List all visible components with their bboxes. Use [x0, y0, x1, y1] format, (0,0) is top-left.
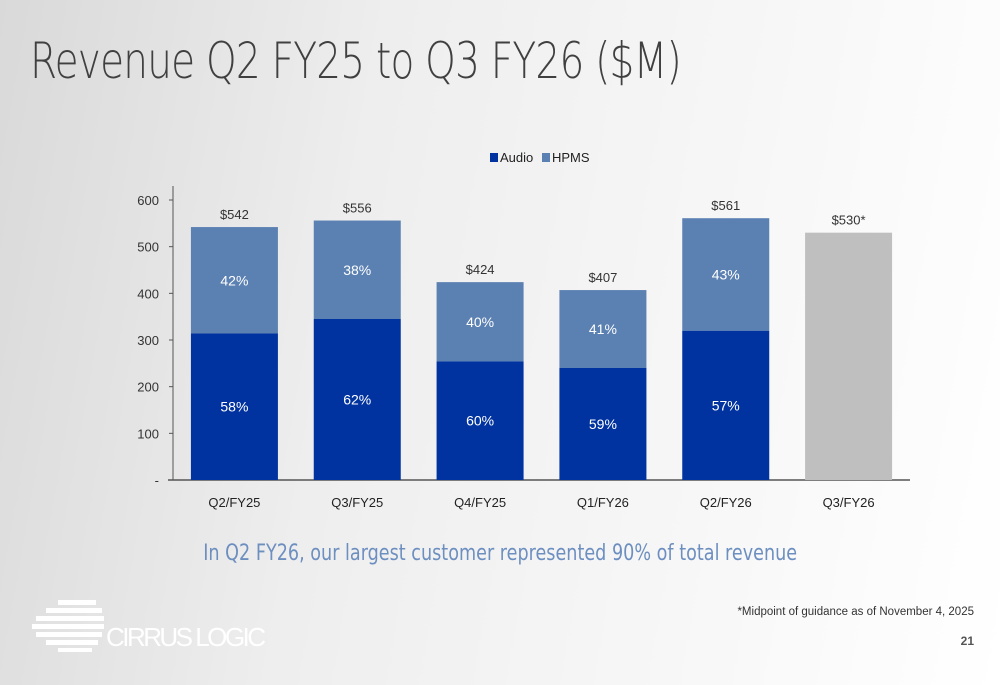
- total-label: $542: [220, 207, 249, 222]
- y-tick-label: -: [155, 473, 159, 488]
- x-tick-label: Q3/FY26: [823, 495, 875, 510]
- bar-audio: [559, 368, 647, 480]
- bar-segment-label: 57%: [712, 397, 740, 413]
- bar-audio: [190, 333, 278, 480]
- y-tick-label: 300: [137, 333, 159, 348]
- svg-text:CIRRUS LOGIC: CIRRUS LOGIC: [106, 622, 266, 652]
- bar-segment-label: 58%: [220, 399, 248, 415]
- bar-audio: [682, 330, 770, 480]
- bar-hpms: [436, 282, 524, 362]
- x-tick-label: Q4/FY25: [454, 495, 506, 510]
- bar-audio: [313, 319, 401, 480]
- subtitle-text: In Q2 FY26, our largest customer represe…: [203, 541, 797, 566]
- x-tick-label: Q3/FY25: [331, 495, 383, 510]
- bar-segment-label: 41%: [589, 321, 617, 337]
- total-label: $556: [343, 201, 372, 216]
- bar-hpms: [313, 220, 401, 319]
- legend-label-hpms: HPMS: [552, 150, 590, 165]
- total-label: $407: [588, 270, 617, 285]
- bar-hpms: [682, 218, 770, 331]
- page-title: Revenue Q2 FY25 to Q3 FY26 ($M): [30, 32, 682, 90]
- bar-segment-label: 40%: [466, 314, 494, 330]
- footnote: *Midpoint of guidance as of November 4, …: [737, 606, 974, 618]
- page-number: 21: [960, 634, 974, 648]
- bar-hpms: [559, 290, 647, 368]
- legend-label-audio: Audio: [500, 150, 533, 165]
- x-tick-label: Q2/FY26: [700, 495, 752, 510]
- total-label: $561: [711, 198, 740, 213]
- legend-swatch-audio: [490, 153, 498, 162]
- bar-segment-label: 62%: [343, 392, 371, 408]
- y-tick-label: 600: [137, 193, 159, 208]
- y-tick-label: 500: [137, 240, 159, 255]
- legend-swatch-hpms: [542, 153, 550, 162]
- y-tick-label: 100: [137, 426, 159, 441]
- total-label: $530*: [832, 213, 866, 228]
- revenue-chart: - 100 200 300 400 500 600 58% 42% $542 Q2/FY25 62% 3…: [137, 150, 910, 510]
- bar-segment-label: 60%: [466, 413, 494, 429]
- y-tick-label: 400: [137, 286, 159, 301]
- bar-segment-label: 38%: [343, 262, 371, 278]
- x-tick-label: Q1/FY26: [577, 495, 629, 510]
- bar-guidance: [805, 232, 893, 480]
- bar-segment-label: 59%: [589, 416, 617, 432]
- bar-segment-label: 42%: [220, 272, 248, 288]
- y-tick-label: 200: [137, 380, 159, 395]
- bar-audio: [436, 361, 524, 480]
- bar-hpms: [190, 227, 278, 334]
- bar-segment-label: 43%: [712, 266, 740, 282]
- cirrus-logic-logo: CIRRUS LOGIC: [28, 596, 288, 661]
- total-label: $424: [466, 262, 495, 277]
- subtitle: In Q2 FY26, our largest customer represe…: [0, 541, 1000, 566]
- x-tick-label: Q2/FY25: [208, 495, 260, 510]
